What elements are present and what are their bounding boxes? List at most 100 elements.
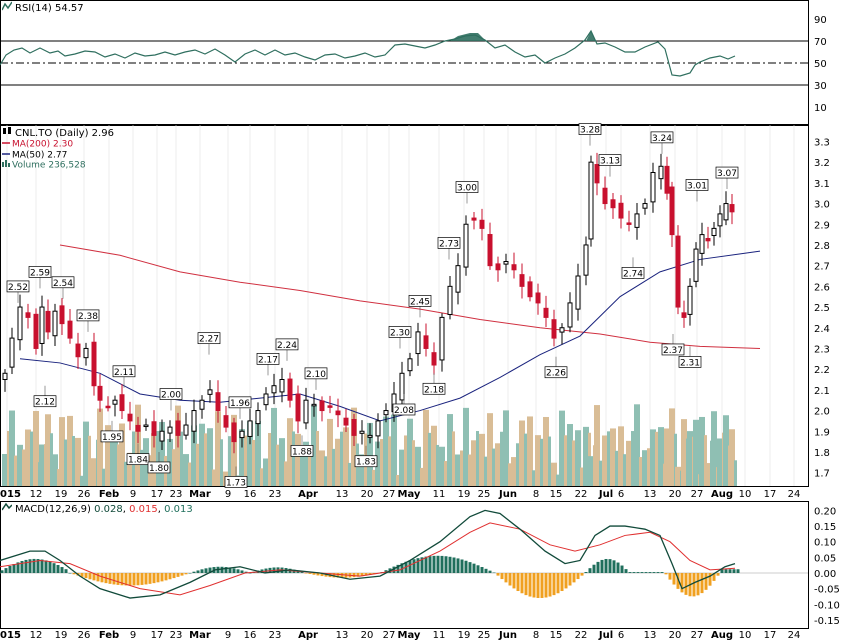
macd-histogram-bar — [200, 569, 204, 573]
annotation-box — [197, 332, 221, 345]
macd-histogram-bar — [312, 573, 316, 575]
x-tick-label: Jun — [498, 489, 517, 500]
candle-body — [675, 235, 681, 308]
macd-histogram-bar — [436, 555, 440, 573]
macd-tick-label: -0.05 — [814, 585, 840, 596]
macd-histogram-bar — [8, 566, 12, 573]
macd-histogram-bar — [472, 563, 476, 573]
volume-bar — [484, 456, 487, 486]
annotation-box — [661, 343, 685, 356]
macd-histogram-bar — [516, 573, 520, 592]
rsi-line — [0, 29, 736, 77]
candle-body — [135, 424, 141, 432]
candle-body — [699, 234, 705, 254]
volume-bar — [97, 408, 103, 486]
macd-histogram-bar — [500, 573, 504, 580]
candle-body — [271, 385, 277, 394]
annotation-box — [408, 295, 432, 307]
ma200-label: MA(200) — [12, 139, 51, 150]
macd-histogram-bar — [544, 573, 548, 598]
candle-body — [463, 223, 469, 268]
x-tick-label: 8 — [533, 489, 539, 500]
macd-histogram-bar — [656, 572, 660, 573]
candle-body — [191, 410, 197, 432]
candle-body — [67, 320, 73, 339]
x-tick-label: May — [398, 630, 421, 640]
x-tick-label: 27 — [383, 630, 396, 640]
annotation-box — [621, 267, 645, 279]
macd-histogram-bar — [172, 573, 176, 579]
annotation-label: 2.37 — [663, 346, 683, 356]
candle-body — [59, 305, 65, 325]
volume-bar — [9, 410, 15, 486]
annotation-label: 1.84 — [128, 456, 148, 466]
x-tick-label: 23 — [170, 630, 183, 640]
volume-bar — [508, 463, 511, 486]
price-tick-label: 3.1 — [814, 179, 830, 190]
rsi-header: RSI(14) 54.57 — [1, 1, 84, 15]
volume-bar — [711, 411, 717, 486]
volume-bar — [2, 454, 8, 486]
price-annotation: 2.27 — [197, 332, 221, 355]
annotation-box — [228, 396, 252, 409]
volume-bar — [551, 462, 557, 486]
x-tick-label: 27 — [691, 630, 704, 640]
ma50-line-icon — [2, 149, 10, 161]
volume-bar — [348, 462, 351, 486]
macd-histogram-bar — [400, 563, 404, 573]
macd-histogram-bar — [480, 567, 484, 573]
candle-body — [543, 307, 549, 318]
macd-tick-label: 0.00 — [814, 569, 836, 580]
macd-histogram-bar — [504, 573, 508, 583]
annotation-box — [112, 365, 136, 378]
volume-bar — [72, 435, 75, 486]
volume-bar — [124, 461, 127, 486]
macd-histogram-bar — [464, 560, 468, 573]
annotation-label: 3.07 — [717, 169, 737, 179]
macd-histogram-bar — [72, 573, 76, 575]
annotation-label: 2.08 — [394, 406, 414, 416]
macd-histogram-bar — [152, 573, 156, 584]
price-annotation: 1.80 — [147, 451, 171, 474]
macd-histogram-bar — [512, 573, 516, 589]
candle-body — [375, 420, 381, 437]
macd-histogram-bar — [176, 573, 180, 577]
candle-body — [681, 312, 687, 318]
candle-body — [83, 347, 89, 359]
annotation-label: 2.27 — [199, 335, 219, 345]
annotation-label: 2.59 — [30, 268, 50, 278]
annotation-label: 2.26 — [546, 369, 566, 379]
x-tick-label: 26 — [78, 489, 91, 500]
annotation-box — [100, 430, 124, 443]
macd-histogram-bar — [396, 564, 400, 573]
volume-bar — [399, 449, 405, 486]
volume-bar — [423, 409, 429, 486]
candle-body — [711, 227, 717, 237]
candle-body — [319, 400, 325, 412]
macd-histogram-bar — [368, 573, 372, 575]
candle-body — [359, 430, 365, 434]
macd-histogram-bar — [672, 573, 676, 585]
macd-value: 0.028 — [94, 504, 123, 515]
volume-bar — [396, 475, 399, 486]
x-tick-label: 13 — [336, 489, 349, 500]
candle-body — [487, 234, 493, 267]
volume-bar — [655, 431, 658, 486]
macd-histogram-bar — [220, 566, 224, 573]
price-tick-label: 2.2 — [814, 365, 830, 376]
macd-histogram-bar — [416, 558, 420, 573]
macd-tick-label: -0.10 — [814, 600, 840, 611]
panel-frames — [0, 0, 809, 629]
macd-histogram-bar — [440, 555, 444, 573]
candle-body — [239, 430, 245, 439]
candle-body — [669, 186, 675, 236]
volume-bar — [687, 431, 693, 486]
macd-histogram-bar — [528, 573, 532, 597]
x-tick-label: 2015 — [0, 630, 21, 640]
macd-histogram-bar — [16, 562, 20, 573]
volume-bar — [599, 460, 602, 486]
price-candles — [2, 152, 735, 454]
rsi-value: 54.57 — [54, 3, 84, 14]
macd-histogram-bar — [164, 573, 168, 581]
volume-bar — [7, 431, 10, 486]
